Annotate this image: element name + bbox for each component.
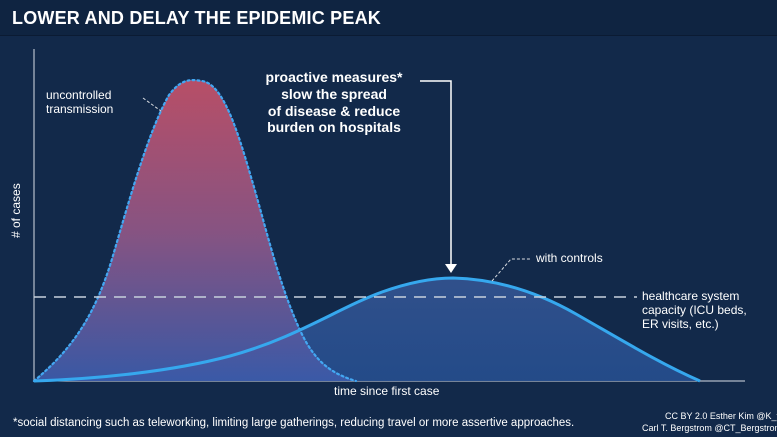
- controls-area: [34, 278, 700, 381]
- credits-line-2: Carl T. Bergstrom @CT_Bergstrom: [642, 423, 777, 433]
- credits-line-1: CC BY 2.0 Esther Kim @K_thos: [665, 411, 777, 421]
- footer-note: *social distancing such as teleworking, …: [13, 417, 575, 429]
- uncontrolled-area: [34, 80, 356, 381]
- measures-arrow-line: [420, 80, 452, 267]
- controls-leader-line: [491, 258, 531, 282]
- controls-curve: [33, 276, 701, 383]
- title-bar: LOWER AND DELAY THE EPIDEMIC PEAK: [0, 0, 777, 36]
- uncontrolled-leader-line: [142, 97, 162, 112]
- page-title: LOWER AND DELAY THE EPIDEMIC PEAK: [12, 8, 381, 28]
- healthcare-capacity-label: healthcare system capacity (ICU beds, ER…: [642, 289, 747, 331]
- uncontrolled-label: uncontrolled transmission: [46, 88, 114, 116]
- x-axis-label: time since first case: [334, 384, 440, 398]
- y-axis-label: # of cases: [9, 183, 23, 238]
- measures-arrowhead: [445, 264, 457, 273]
- proactive-measures-label: proactive measures* slow the spread of d…: [265, 69, 403, 136]
- with-controls-label: with controls: [536, 251, 603, 265]
- uncontrolled-curve: [32, 78, 358, 383]
